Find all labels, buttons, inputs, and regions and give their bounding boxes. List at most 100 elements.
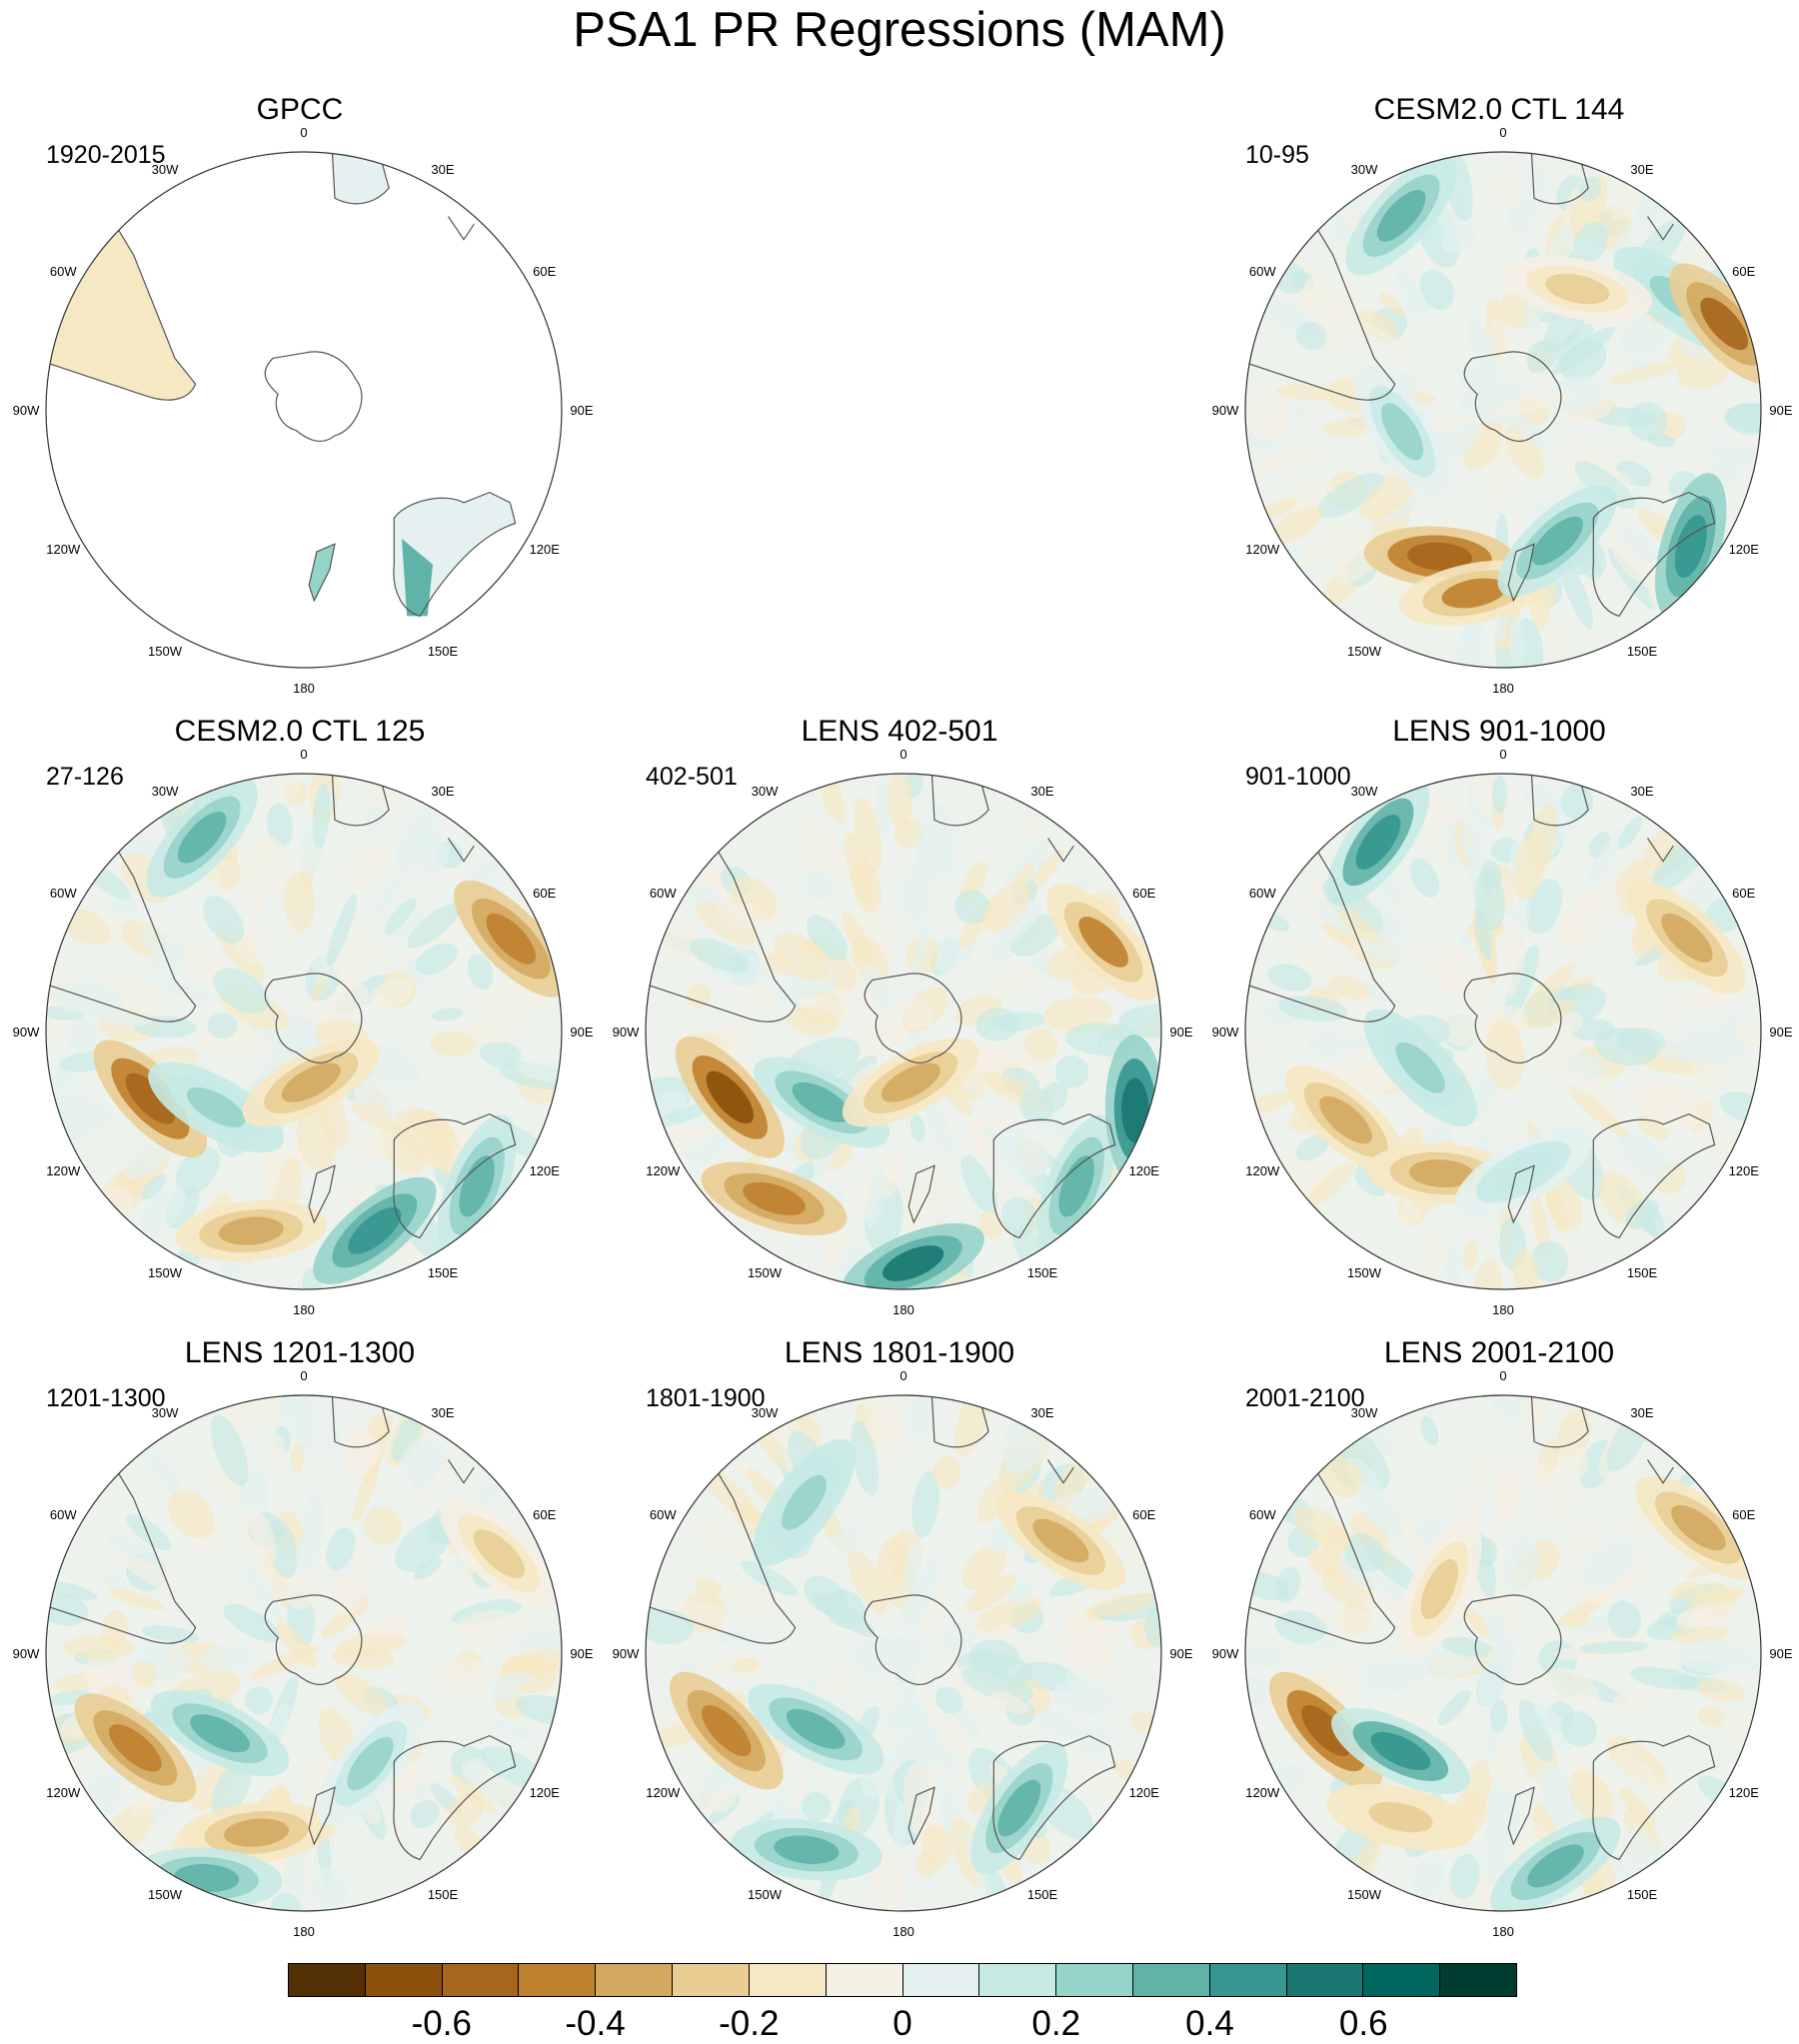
field-blob bbox=[395, 1516, 454, 1572]
coastline bbox=[393, 491, 517, 618]
coastline bbox=[1592, 491, 1716, 618]
field-blob bbox=[203, 896, 245, 944]
polar-map: 0 30E 60E 90E 120E 150E 180 150W 120W 90W 60W 30W bbox=[1212, 747, 1793, 1317]
map-background bbox=[46, 152, 562, 668]
field-blob bbox=[83, 1653, 128, 1690]
field-blob bbox=[416, 1454, 454, 1503]
coastline bbox=[1463, 1594, 1562, 1686]
field-blob bbox=[817, 1672, 851, 1699]
field-blob bbox=[1548, 375, 1607, 414]
colorbar-segment bbox=[826, 1964, 903, 1996]
field-blob bbox=[1076, 1767, 1129, 1806]
field-anomaly bbox=[1531, 516, 1583, 566]
longitude-label: 90W bbox=[1212, 1024, 1239, 1039]
coastline bbox=[448, 838, 475, 863]
field-blob bbox=[140, 1184, 186, 1235]
field-blob bbox=[290, 1442, 304, 1474]
polar-map: 0 30E 60E 90E 120E 150E 180 150W 120W 90W 60W 30W bbox=[13, 125, 594, 696]
panel-period: 2001-2100 bbox=[1245, 1384, 1365, 1412]
field-blob bbox=[903, 1543, 922, 1596]
panel-title: LENS 1801-1900 bbox=[784, 1336, 1015, 1369]
field-blob bbox=[109, 892, 139, 922]
coastline bbox=[930, 1395, 989, 1448]
longitude-label: 90E bbox=[1769, 403, 1792, 418]
field-blob bbox=[1509, 619, 1524, 668]
field-blob bbox=[960, 1154, 998, 1215]
field-blob bbox=[1608, 531, 1660, 589]
longitude-label: 150W bbox=[1347, 1265, 1382, 1280]
field-blob bbox=[1528, 803, 1558, 873]
field-anomaly bbox=[224, 1818, 290, 1847]
longitude-label: 30E bbox=[1630, 784, 1653, 799]
coastline bbox=[448, 216, 475, 241]
coastline bbox=[1530, 1395, 1589, 1448]
field-blob bbox=[1522, 783, 1554, 809]
field-blob bbox=[802, 1791, 832, 1822]
coastline bbox=[1507, 1164, 1535, 1224]
coastline bbox=[48, 851, 197, 1022]
field-blob bbox=[1063, 1599, 1089, 1636]
longitude-label: 180 bbox=[1492, 1924, 1514, 1939]
precip-field bbox=[46, 774, 562, 1289]
field-blob bbox=[1545, 617, 1567, 663]
longitude-label: 180 bbox=[1492, 1302, 1514, 1317]
field-blob bbox=[998, 1124, 1049, 1176]
coastline bbox=[648, 851, 797, 1022]
field-blob bbox=[1379, 292, 1404, 316]
colorbar-segment bbox=[289, 1964, 366, 1996]
field-blob bbox=[270, 1892, 301, 1911]
map-panel: CESM2.0 CTL 125 27-126 0 30E 60E 90E 120E 150E 1… bbox=[0, 714, 600, 1333]
coastline bbox=[1647, 838, 1674, 863]
longitude-label: 30E bbox=[431, 1405, 454, 1420]
field-blob bbox=[415, 943, 458, 976]
field-blob bbox=[1618, 816, 1643, 850]
map-panel bbox=[600, 92, 1199, 712]
longitude-label: 60E bbox=[1732, 264, 1755, 279]
colorbar-tick-label: 0 bbox=[893, 2004, 912, 2043]
panel-title: LENS 1201-1300 bbox=[184, 1336, 416, 1369]
field-anomaly bbox=[702, 1705, 752, 1757]
field-blob bbox=[1274, 1566, 1301, 1603]
panel-title: LENS 402-501 bbox=[801, 715, 998, 748]
coastline bbox=[864, 1594, 962, 1686]
field-blob bbox=[1449, 1854, 1480, 1900]
polar-map: 0 30E 60E 90E 120E 150E 180 150W 120W 90W 60W 30W bbox=[613, 747, 1193, 1317]
field-blob bbox=[990, 903, 1043, 952]
field-blob bbox=[491, 1674, 520, 1702]
field-blob bbox=[448, 1792, 484, 1828]
field-blob bbox=[1290, 946, 1354, 979]
map-panel: LENS 1801-1900 1801-1900 0 30E 60E 90E 120E 150… bbox=[600, 1335, 1199, 1955]
field-blob bbox=[1629, 1666, 1700, 1690]
field-blob bbox=[689, 938, 749, 973]
coastline bbox=[331, 152, 390, 205]
colorbar-segment bbox=[1286, 1964, 1364, 1996]
field-blob bbox=[813, 1593, 877, 1637]
field-blob bbox=[1614, 1751, 1657, 1789]
field-blob bbox=[1480, 1816, 1510, 1887]
longitude-label: 90E bbox=[570, 1024, 593, 1039]
field-blob bbox=[1489, 1698, 1508, 1733]
longitude-label: 60E bbox=[1732, 886, 1755, 901]
field-blob bbox=[132, 1660, 157, 1688]
field-blob bbox=[1052, 1680, 1113, 1716]
field-blob bbox=[1617, 1130, 1673, 1183]
map-boundary bbox=[1244, 1394, 1762, 1912]
field-blob bbox=[297, 1104, 338, 1172]
longitude-label: 60E bbox=[1132, 886, 1155, 901]
field-blob bbox=[1559, 1231, 1580, 1285]
longitude-label: 30W bbox=[1351, 784, 1378, 799]
map-boundary bbox=[45, 1394, 563, 1912]
field-blob bbox=[1461, 1603, 1491, 1638]
field-blob bbox=[103, 1572, 127, 1590]
longitude-label: 120W bbox=[1245, 542, 1280, 557]
field-blob bbox=[1542, 1480, 1576, 1524]
field-blob bbox=[1312, 1604, 1377, 1632]
field-blob bbox=[1560, 784, 1594, 820]
field-blob bbox=[295, 1395, 315, 1459]
field-blob bbox=[1711, 457, 1744, 486]
field-blob bbox=[407, 902, 462, 949]
longitude-label: 30W bbox=[752, 1405, 779, 1420]
field-blob bbox=[364, 1506, 403, 1545]
field-blob bbox=[393, 1110, 456, 1170]
field-blob bbox=[413, 1557, 443, 1580]
